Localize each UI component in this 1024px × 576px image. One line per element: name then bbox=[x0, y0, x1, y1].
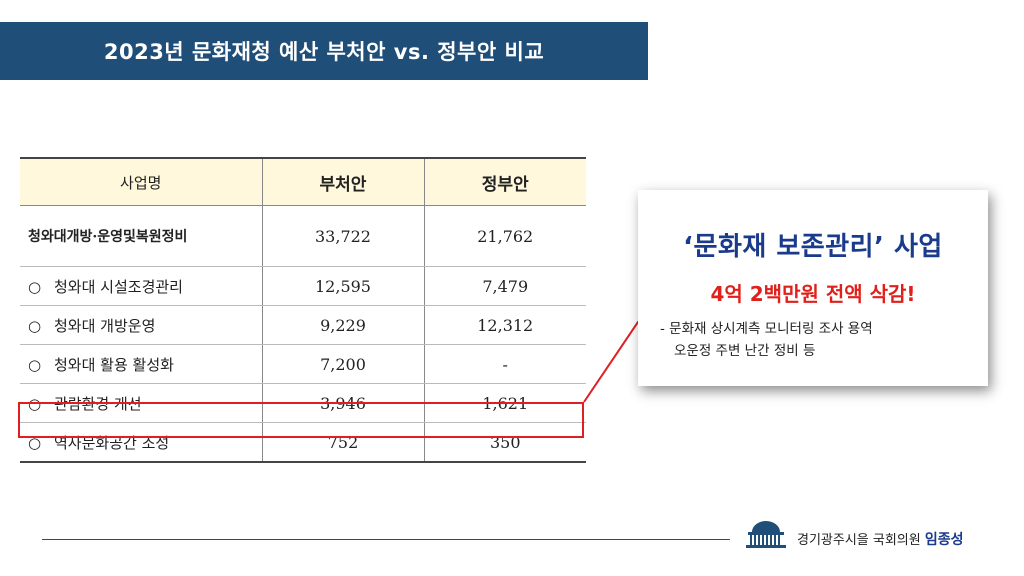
row-ministry-value: 7,200 bbox=[261, 344, 424, 384]
row-name: 청와대 활용 활성화 bbox=[54, 355, 174, 374]
footer-region: 경기광주시을 국회의원 bbox=[797, 533, 921, 548]
budget-table: 사업명 부처안 정부안 청와대개방·운영및복원정비 33,722 21,762 … bbox=[20, 157, 586, 463]
row-government-value: 21,762 bbox=[423, 205, 586, 267]
header-project-name: 사업명 bbox=[20, 157, 262, 206]
table-row: 청와대개방·운영및복원정비 33,722 21,762 bbox=[20, 205, 586, 267]
highlight-box bbox=[18, 402, 584, 438]
callout-detail: - 문화재 상시계측 모니터링 조사 용역 오운정 주변 난간 정비 등 bbox=[660, 318, 980, 362]
header-ministry-plan: 부처안 bbox=[261, 157, 424, 206]
row-bullet: ○ bbox=[28, 277, 42, 296]
row-bullet: ○ bbox=[28, 355, 42, 374]
row-government-value: 7,479 bbox=[423, 266, 586, 306]
header-government-plan: 정부안 bbox=[423, 157, 586, 206]
row-bullet: ○ bbox=[28, 433, 42, 452]
callout-title: ‘문화재 보존관리’ 사업 bbox=[683, 232, 943, 262]
row-name: 청와대 시설조경관리 bbox=[54, 277, 183, 296]
row-name: 역사문화공간 조성 bbox=[54, 433, 170, 452]
row-ministry-value: 33,722 bbox=[261, 205, 424, 267]
footer-name: 임종성 bbox=[924, 532, 964, 548]
footer-divider bbox=[42, 539, 730, 540]
row-ministry-value: 12,595 bbox=[261, 266, 424, 306]
row-name: 청와대개방·운영및복원정비 bbox=[28, 229, 188, 245]
table-row: ○ 청와대 활용 활성화 7,200 - bbox=[20, 344, 586, 384]
callout-subtitle: 4억 2백만원 전액 삭감! bbox=[710, 282, 916, 306]
slide-title: 2023년 문화재청 예산 부처안 vs. 정부안 비교 bbox=[103, 40, 545, 64]
row-government-value: 12,312 bbox=[423, 305, 586, 345]
row-ministry-value: 752 bbox=[261, 422, 424, 463]
row-ministry-value: 9,229 bbox=[261, 305, 424, 345]
table-row: ○ 역사문화공간 조성 752 350 bbox=[20, 422, 586, 463]
table-header-row: 사업명 부처안 정부안 bbox=[20, 157, 586, 206]
footer-signature: 경기광주시을 국회의원 임종성 bbox=[797, 529, 964, 549]
table-row: ○ 청와대 개방운영 9,229 12,312 bbox=[20, 305, 586, 345]
row-bullet: ○ bbox=[28, 316, 42, 335]
row-name: 청와대 개방운영 bbox=[54, 316, 156, 335]
row-name-cell: ○ 청와대 시설조경관리 bbox=[20, 266, 262, 306]
callout-detail-line: - 문화재 상시계측 모니터링 조사 용역 bbox=[660, 321, 873, 337]
slide-title-bar: 2023년 문화재청 예산 부처안 vs. 정부안 비교 bbox=[0, 22, 648, 80]
row-name-cell: ○ 역사문화공간 조성 bbox=[20, 422, 262, 463]
row-name-cell: ○ 청와대 개방운영 bbox=[20, 305, 262, 345]
row-name-cell: ○ 청와대 활용 활성화 bbox=[20, 344, 262, 384]
callout-detail-line: 오운정 주변 난간 정비 등 bbox=[674, 343, 816, 359]
table-row: ○ 청와대 시설조경관리 12,595 7,479 bbox=[20, 266, 586, 306]
row-name-cell: 청와대개방·운영및복원정비 bbox=[20, 205, 262, 267]
row-government-value: - bbox=[423, 344, 586, 384]
national-assembly-icon bbox=[746, 521, 786, 548]
callout-box: ‘문화재 보존관리’ 사업 4억 2백만원 전액 삭감! - 문화재 상시계측 … bbox=[638, 190, 988, 386]
